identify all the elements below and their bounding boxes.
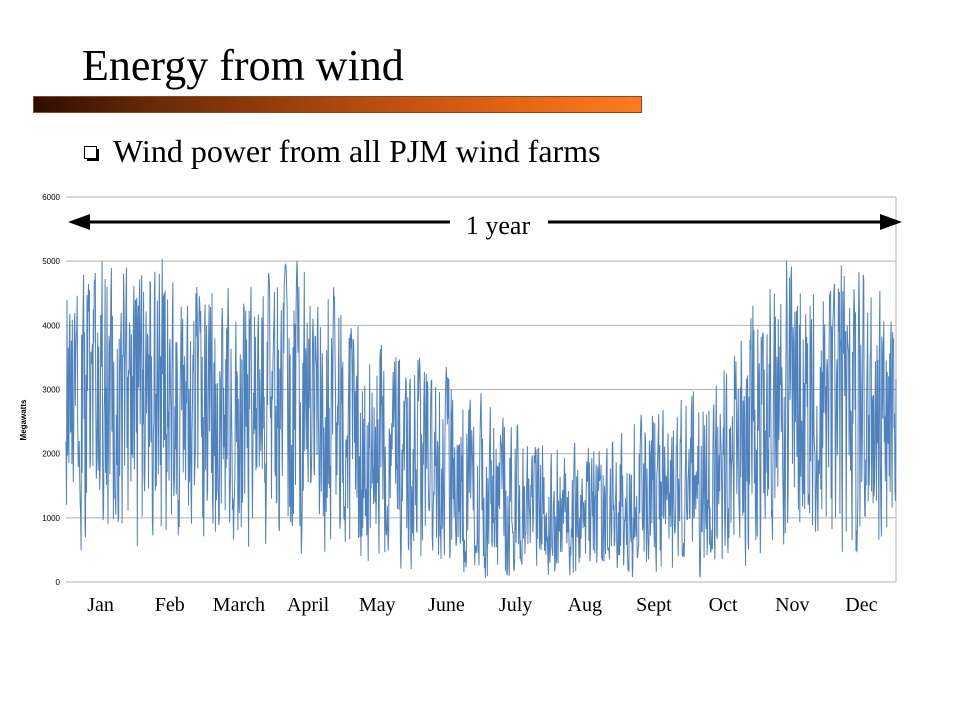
y-tick-labels: 0 1000 2000 3000 4000 5000 6000 xyxy=(42,193,60,587)
bullet-item: Wind power from all PJM wind farms xyxy=(84,132,601,170)
month-label: Feb xyxy=(154,594,185,616)
month-labels: Jan Feb March April May June July Aug Sept Oct Nov… xyxy=(0,592,960,618)
month-label: June xyxy=(428,594,465,616)
series-line-megawatts xyxy=(65,258,897,578)
month-label: May xyxy=(358,594,396,616)
bullet-text: Wind power from all PJM wind farms xyxy=(113,133,601,169)
month-label: Jan xyxy=(87,594,114,616)
hollow-square-bullet-icon xyxy=(84,145,99,161)
y-axis-label: Megawatts xyxy=(19,399,28,440)
annotation-arrowhead-left-icon xyxy=(68,214,90,230)
month-label: Sept xyxy=(636,594,672,616)
title-underline-bar xyxy=(33,96,642,113)
month-label: Aug xyxy=(567,594,603,616)
wind-power-chart: 0 1000 2000 3000 4000 5000 6000 Megawatts 1 ye… xyxy=(19,193,902,587)
month-label: Oct xyxy=(708,594,738,616)
y-tick-label: 4000 xyxy=(42,321,60,330)
y-tick-label: 5000 xyxy=(42,257,60,266)
y-tick-label: 3000 xyxy=(42,386,60,395)
month-label: March xyxy=(212,594,265,616)
month-label: Nov xyxy=(775,594,810,616)
annotation-arrowhead-right-icon xyxy=(880,214,902,230)
annotation-text: 1 year xyxy=(466,211,531,240)
month-label: July xyxy=(498,594,533,616)
y-tick-label: 6000 xyxy=(42,193,60,202)
month-label: Dec xyxy=(845,594,878,616)
y-tick-label: 2000 xyxy=(42,450,60,459)
month-label: April xyxy=(286,594,330,616)
y-tick-label: 1000 xyxy=(42,514,60,523)
slide-title: Energy from wind xyxy=(82,41,404,90)
one-year-annotation: 1 year xyxy=(68,211,902,240)
y-tick-label: 0 xyxy=(56,578,61,587)
